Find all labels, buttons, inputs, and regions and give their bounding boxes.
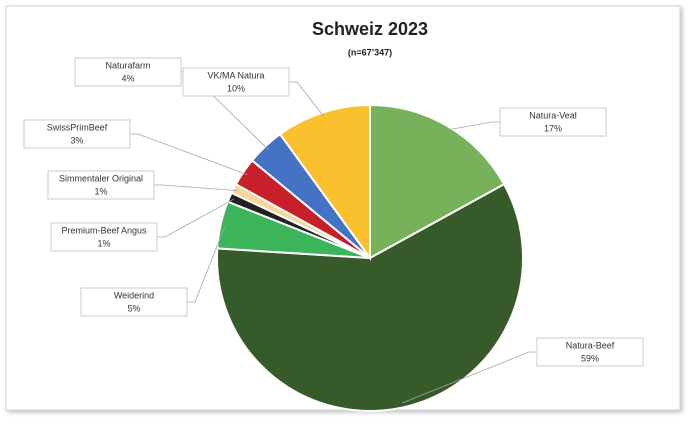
pie-slice <box>369 103 506 260</box>
label-box <box>74 57 182 87</box>
leader-line <box>187 225 226 303</box>
label-box <box>536 337 644 367</box>
label-value: 5% <box>127 303 140 313</box>
label-box <box>47 170 155 200</box>
label-name: Naturafarm <box>105 60 150 70</box>
leader-line <box>289 81 325 118</box>
chart-subtitle: (n=67’347) <box>348 47 392 57</box>
label-value: 3% <box>70 135 83 145</box>
label-name: SwissPrimBeef <box>47 122 108 132</box>
label-value: 10% <box>227 83 245 93</box>
label-value: 1% <box>94 186 107 196</box>
label-value: 4% <box>121 73 134 83</box>
chart-title: Schweiz 2023 <box>312 19 428 39</box>
leader-line <box>154 184 238 192</box>
label-name: Simmentaler Original <box>59 173 143 183</box>
label-box <box>182 67 290 97</box>
leader-line <box>445 121 500 131</box>
pie-slice <box>216 182 524 412</box>
label-name: Natura-Beef <box>566 340 615 350</box>
label-box <box>80 287 188 317</box>
label-name: Weiderind <box>114 290 154 300</box>
label-value: 17% <box>544 123 562 133</box>
label-name: Natura-Veal <box>529 110 577 120</box>
leader-line <box>130 133 248 175</box>
label-value: 59% <box>581 353 599 363</box>
pie-slice <box>278 103 371 262</box>
label-name: VK/MA Natura <box>207 70 264 80</box>
label-box <box>23 119 131 149</box>
leader-line <box>157 198 234 238</box>
label-box <box>50 222 158 252</box>
leader-line <box>402 351 537 404</box>
label-name: Premium-Beef Angus <box>61 225 147 235</box>
label-value: 1% <box>97 238 110 248</box>
label-box <box>499 107 607 137</box>
